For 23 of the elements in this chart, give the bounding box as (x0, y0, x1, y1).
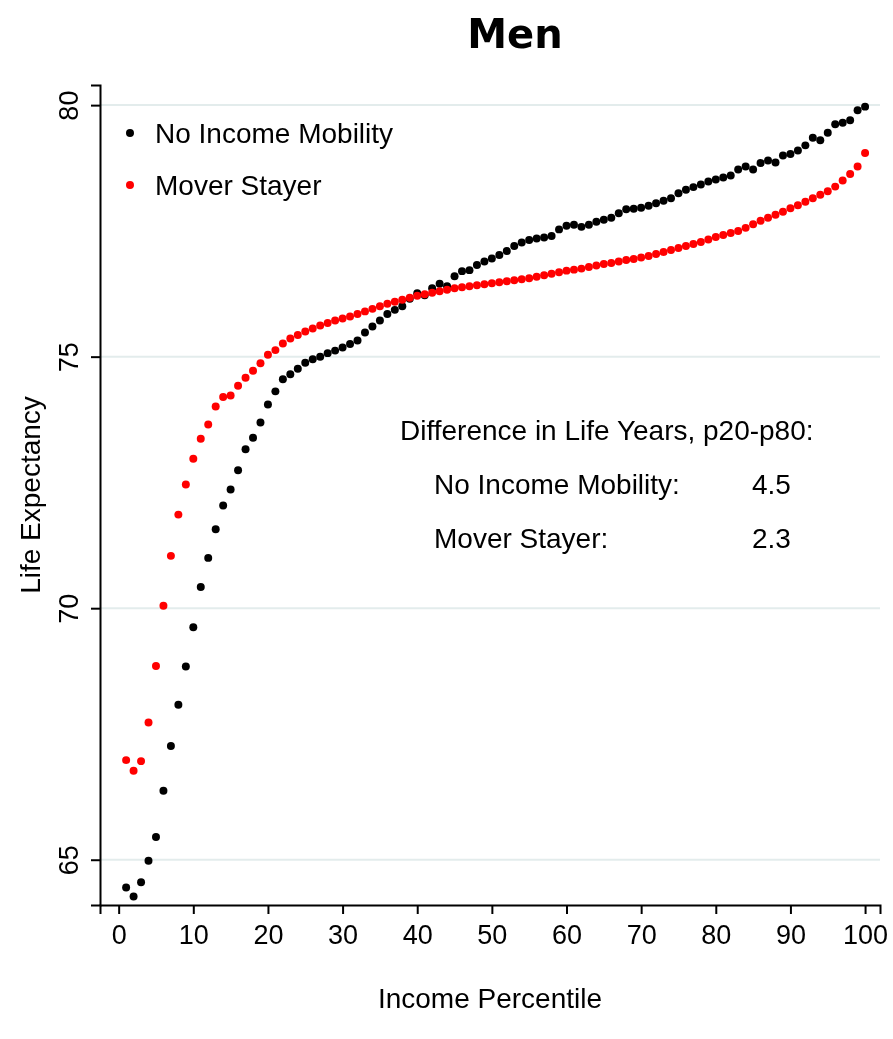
x-tick-label: 10 (178, 920, 209, 950)
y-tick-label: 65 (54, 845, 84, 876)
x-tick-label: 50 (477, 920, 508, 950)
y-axis-title: Life Expectancy (15, 396, 46, 594)
x-tick-label: 30 (328, 920, 359, 950)
y-tick-label: 70 (54, 593, 84, 624)
legend-label: No Income Mobility (155, 118, 394, 149)
legend-label: Mover Stayer (155, 170, 322, 201)
x-tick-label: 100 (843, 920, 889, 950)
text: No Income Mobility: 4.5 (434, 469, 791, 500)
y-tick-label: 75 (54, 342, 84, 373)
x-axis-title: Income Percentile (377, 983, 603, 1014)
y-tick-label: 80 (54, 90, 84, 121)
annotation: Difference in Life Years, p20-p80: (400, 415, 814, 446)
x-tick-label: 20 (253, 920, 284, 950)
x-tick-label: 90 (775, 920, 806, 950)
x-tick-label: 60 (551, 920, 583, 950)
text: Mover Stayer: 2.3 (434, 523, 791, 554)
x-tick-label: 40 (402, 920, 433, 950)
x-tick-label: 70 (626, 920, 657, 950)
x-tick-label: 80 (701, 920, 732, 950)
chart-title: Men (467, 11, 563, 57)
x-tick-label: 0 (111, 920, 127, 950)
